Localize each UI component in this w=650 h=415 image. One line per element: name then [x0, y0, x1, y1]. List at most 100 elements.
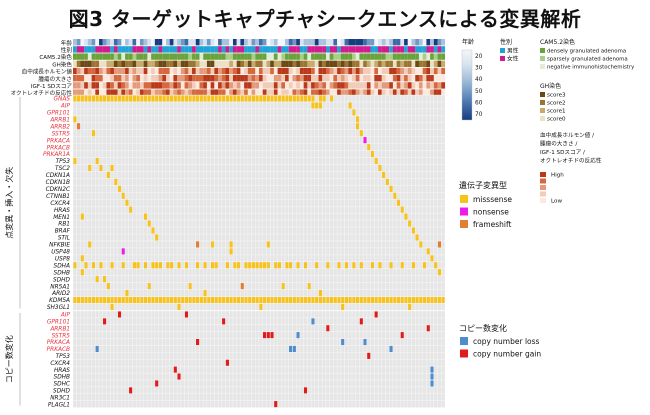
clinical-row-2-cell [240, 53, 245, 60]
mut-cell-GNAS [91, 95, 96, 102]
clinical-row-0-cell [307, 39, 312, 46]
clinical-row-5-cell [173, 75, 178, 82]
clinical-row-4-cell [396, 67, 401, 75]
mut-cell-GNAS [229, 95, 233, 102]
mut-cell-KDM5A [400, 296, 404, 304]
clinical-row-3-cell [273, 60, 278, 67]
clinical-row-2-cell [270, 53, 274, 60]
clinical-row-0-cell [236, 39, 241, 46]
clinical-row-0-cell [188, 39, 193, 46]
clinical-row-2-cell [255, 53, 260, 60]
clinical-row-3-cell [348, 60, 353, 67]
clinical-row-3-cell [329, 60, 334, 67]
clinical-row-7-cell [329, 89, 334, 96]
mut-cell-KDM5A [114, 296, 118, 304]
clinical-row-2-cell [73, 53, 77, 60]
clinical-row-5-cell [125, 75, 129, 82]
clinical-row-4-cell [184, 67, 189, 75]
mut-cell-KDM5A [129, 296, 133, 304]
clinical-row-0-cell [132, 39, 137, 46]
clinical-row-3-cell [437, 60, 442, 67]
clinical-row-2-cell [281, 53, 286, 60]
clinical-row-2-cell [259, 53, 263, 60]
clinical-row-5-cell [392, 75, 397, 82]
clinical-row-5-cell [370, 75, 375, 82]
clinical-row-1-cell [195, 46, 200, 53]
clinical-row-2-cell [344, 53, 349, 60]
mut-cell-SH3GL1 [259, 303, 263, 311]
clinical-row-4-cell [292, 67, 297, 75]
clinical-row-7-cell [188, 89, 193, 96]
clinical-row-6-cell [154, 82, 159, 89]
mut-cell-ARRB2 [355, 123, 360, 130]
mut-cell-BRAF [411, 227, 415, 234]
clinical-row-2-cell [415, 53, 420, 60]
mut-cell-KDM5A [177, 296, 181, 304]
clinical-row-1-cell [214, 46, 219, 53]
clinical-row-4-cell [136, 67, 141, 75]
cnv-cell-GPR101 [359, 318, 363, 325]
mut-cell-KDM5A [196, 296, 200, 304]
clinical-row-0-cell [385, 39, 390, 46]
cnv-cell-SSTR5 [270, 332, 274, 339]
clinical-row-3-cell [322, 60, 327, 67]
mut-cell-KDM5A [374, 296, 378, 304]
clinical-row-1-cell [143, 46, 148, 53]
mut-cell-SDHB [80, 269, 84, 276]
mut-gene-label: SDHA [54, 263, 71, 269]
clinical-row-0-cell [247, 39, 252, 46]
clinical-row-3-cell [441, 60, 446, 67]
mut-cell-SDHA [289, 262, 293, 269]
clinical-row-2-cell [296, 53, 300, 60]
mut-cell-KDM5A [155, 296, 159, 304]
clinical-row-6-cell [255, 82, 260, 89]
legend-gh-swatch [540, 100, 545, 105]
clinical-row-6-cell [113, 82, 118, 89]
mut-cell-GNAS [292, 95, 296, 102]
mut-cell-KDM5A [370, 296, 375, 304]
clinical-row-5-cell [188, 75, 193, 82]
clinical-row-5-cell [240, 75, 245, 82]
clinical-row-2-cell [426, 53, 431, 60]
clinical-row-2-cell [162, 53, 167, 60]
clinical-row-4-cell [73, 67, 77, 75]
clinical-row-7-cell [210, 89, 215, 96]
clinical-row-2-cell [206, 53, 211, 60]
clinical-row-5-cell [154, 75, 159, 82]
mut-cell-SDHA [274, 262, 278, 269]
clinical-row-1-cell [262, 46, 267, 53]
cnv-cell-PRKACA [341, 339, 345, 346]
clinical-row-2-cell [136, 53, 141, 60]
clinical-row-6-cell [348, 82, 353, 89]
clinical-row-5-cell [76, 75, 81, 82]
clinical-row-2-cell [166, 53, 170, 60]
mut-gene-label: SDHD [53, 277, 71, 283]
clinical-row-5-cell [404, 75, 408, 82]
mut-cell-KDM5A [426, 296, 430, 304]
clinical-row-6-cell [192, 82, 196, 89]
mut-cell-CDKN1A [106, 171, 110, 178]
clinical-row-6-cell [407, 82, 412, 89]
mut-cell-TSC2 [88, 164, 92, 172]
mut-gene-label: PRKACB [47, 145, 70, 151]
clinical-row-4-cell [232, 67, 237, 75]
legend-gh-swatch [540, 108, 545, 113]
clinical-row-1-cell [91, 46, 96, 53]
clinical-row-2-cell [396, 53, 401, 60]
clinical-row-3-cell [99, 60, 103, 67]
clinical-row-4-cell [422, 67, 427, 75]
clinical-row-0-cell [136, 39, 141, 46]
mut-cell-SDHA [411, 262, 415, 269]
legend-sex-swatch [500, 48, 505, 53]
clinical-row-0-cell [311, 39, 315, 46]
clinical-row-0-cell [281, 39, 286, 46]
legend-mut-swatch [460, 195, 468, 203]
clinical-row-7-cell [225, 89, 230, 96]
mut-cell-NFKBIE [266, 241, 270, 248]
mut-cell-SSTR5 [91, 130, 96, 137]
clinical-row-5-cell [337, 75, 341, 82]
legend-gh-title: GH染色 [540, 82, 561, 90]
mut-cell-KDM5A [91, 296, 96, 304]
mut-cell-GNAS [132, 95, 136, 102]
mut-cell-TP53 [95, 157, 99, 165]
